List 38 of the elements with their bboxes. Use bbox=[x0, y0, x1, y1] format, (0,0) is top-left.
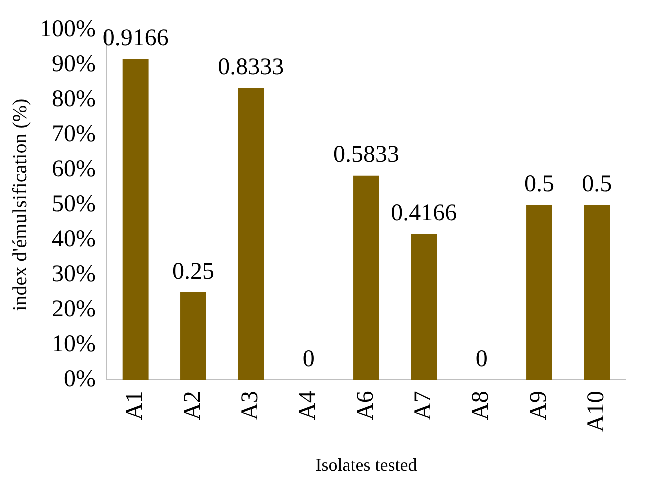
data-label: 0.5 bbox=[524, 171, 554, 198]
bar bbox=[411, 234, 438, 380]
x-tick-label: A7 bbox=[410, 391, 436, 420]
data-label: 0 bbox=[302, 346, 315, 372]
x-tick-label: A9 bbox=[526, 391, 552, 420]
y-tick-label: 70% bbox=[52, 121, 96, 148]
y-tick-label: 60% bbox=[52, 156, 96, 182]
y-tick-label: 10% bbox=[52, 331, 96, 358]
y-tick-label: 100% bbox=[40, 16, 96, 42]
y-tick-label: 0% bbox=[64, 366, 96, 392]
x-tick-label: A4 bbox=[295, 391, 322, 420]
x-tick-label: A10 bbox=[583, 391, 610, 432]
bar bbox=[180, 292, 206, 380]
x-tick-label: A8 bbox=[468, 391, 494, 420]
data-label: 0 bbox=[476, 346, 488, 372]
y-axis-title: index d'émulsification (%) bbox=[9, 98, 32, 312]
y-tick-label: 20% bbox=[52, 296, 96, 322]
y-tick-label: 30% bbox=[52, 261, 96, 288]
y-tick-label: 80% bbox=[52, 86, 96, 112]
y-tick-label: 40% bbox=[52, 226, 96, 252]
y-tick-label: 50% bbox=[52, 191, 96, 218]
x-tick-label: A3 bbox=[237, 391, 264, 420]
data-label: 0.4166 bbox=[391, 200, 458, 227]
bar bbox=[526, 205, 552, 380]
bar bbox=[354, 176, 380, 380]
data-label: 0.9166 bbox=[102, 25, 169, 52]
x-tick-label: A2 bbox=[180, 391, 206, 420]
x-axis-title: Isolates tested bbox=[316, 454, 418, 475]
y-tick-label: 90% bbox=[52, 51, 96, 78]
bar bbox=[238, 88, 264, 380]
data-label: 0.5833 bbox=[333, 142, 400, 168]
data-label: 0.8333 bbox=[218, 54, 284, 81]
data-label: 0.25 bbox=[172, 258, 214, 285]
bar bbox=[122, 59, 149, 380]
bar bbox=[584, 205, 610, 380]
x-tick-label: A6 bbox=[352, 391, 379, 420]
data-label: 0.5 bbox=[582, 171, 612, 198]
x-tick-label: A1 bbox=[122, 391, 148, 420]
